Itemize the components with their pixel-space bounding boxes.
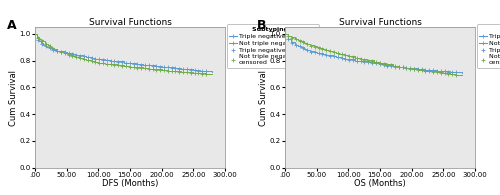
X-axis label: DFS (Months): DFS (Months) (102, 179, 158, 188)
Y-axis label: Cum Survival: Cum Survival (259, 69, 268, 126)
Y-axis label: Cum Survival: Cum Survival (9, 69, 18, 126)
Legend: Triple negative, Not triple negative, Triple negative-censored, Not triple negat: Triple negative, Not triple negative, Tr… (477, 25, 500, 68)
Legend: Triple negative, Not triple negative, Triple negative-censored, Not triple negat: Triple negative, Not triple negative, Tr… (227, 25, 319, 68)
X-axis label: OS (Months): OS (Months) (354, 179, 406, 188)
Title: Survival Functions: Survival Functions (338, 18, 421, 27)
Text: B: B (256, 19, 266, 32)
Title: Survival Functions: Survival Functions (88, 18, 172, 27)
Text: A: A (6, 19, 16, 32)
